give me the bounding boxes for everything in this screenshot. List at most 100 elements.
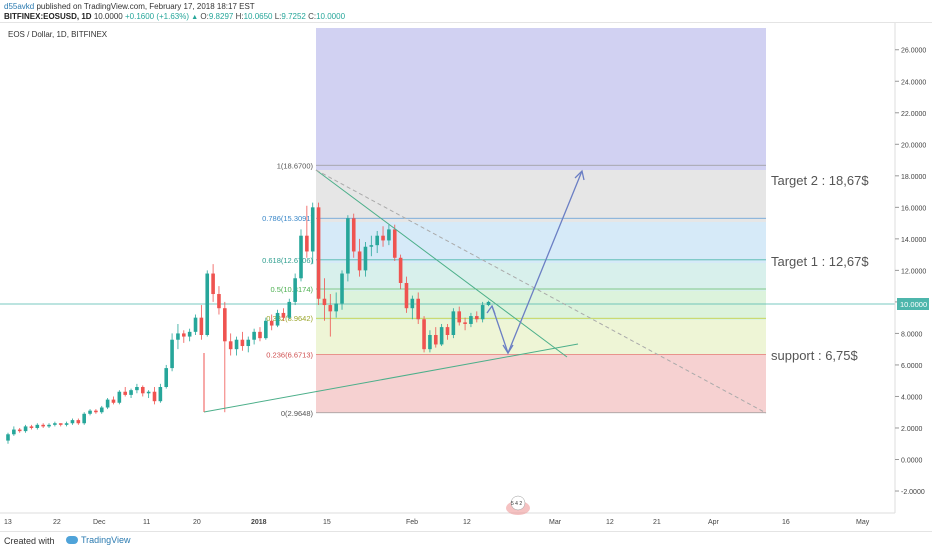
fib-level-label: 1(18.6700) xyxy=(277,161,314,170)
fib-level-label: 0.382(8.9642) xyxy=(266,314,313,323)
author-link[interactable]: d55avkd xyxy=(4,2,35,11)
fib-level-label: 0(2.9648) xyxy=(281,409,314,418)
candle-body xyxy=(287,301,292,318)
price-tick-label: 26.0000 xyxy=(901,48,926,55)
candle-body xyxy=(433,334,438,345)
candle-body xyxy=(129,390,133,395)
target2-label: Target 2 : 18,67$ xyxy=(771,173,869,188)
candle-body xyxy=(340,273,344,304)
candle-body xyxy=(176,333,180,340)
candle-body xyxy=(451,311,456,335)
candle-body xyxy=(140,387,145,394)
time-tick-label: 21 xyxy=(653,519,661,526)
candle-body xyxy=(88,410,92,414)
close-value: 10.0000 xyxy=(316,12,346,21)
publish-header: d55avkd published on TradingView.com, Fe… xyxy=(0,0,932,22)
candle-body xyxy=(381,235,385,241)
dashed-trendline[interactable] xyxy=(315,169,767,414)
time-tick-label: 2018 xyxy=(251,519,267,526)
ascending-trendline[interactable] xyxy=(203,343,579,413)
candle-body xyxy=(240,339,245,347)
price-axis[interactable]: 26.0000 24.0000 22.0000 20.0000 18.0000 16.00… xyxy=(895,48,926,496)
svg-text:5 4 2: 5 4 2 xyxy=(511,501,522,507)
price-tick-label: 24.0000 xyxy=(901,79,926,86)
fib-zone-3 xyxy=(316,263,766,291)
candle-body xyxy=(246,339,251,347)
price-chart[interactable]: 1(18.6700) 0.786(15.3091) 0.618(12.6706) 0.… xyxy=(0,23,932,531)
candle-body xyxy=(158,387,163,402)
time-tick-label: 22 xyxy=(53,519,61,526)
publish-line: d55avkd published on TradingView.com, Fe… xyxy=(4,2,255,11)
time-tick-label: Dec xyxy=(93,519,106,526)
candle-body xyxy=(328,305,333,312)
tradingview-link[interactable]: TradingView xyxy=(66,535,131,545)
fib-zone-1 xyxy=(316,170,766,222)
candles xyxy=(6,202,491,444)
low-value: 9.7252 xyxy=(281,12,306,21)
candle-body xyxy=(58,423,63,425)
candle-body xyxy=(416,298,420,320)
candle-body xyxy=(135,387,139,391)
time-tick-label: Feb xyxy=(406,519,418,526)
symbol-label: BITFINEX:EOSUSD, 1D xyxy=(4,12,92,21)
time-axis[interactable]: 13 22 Dec 11 20 2018 15 Feb 12 Mar 12 21 Apr 16 May xyxy=(4,519,870,526)
earnings-badge[interactable]: 5 4 2 xyxy=(506,495,530,515)
candle-body xyxy=(41,424,45,427)
time-tick-label: 13 xyxy=(4,519,12,526)
candle-body xyxy=(299,235,303,279)
price-tick-label: 18.0000 xyxy=(901,174,926,181)
candle-body xyxy=(105,399,110,408)
time-tick-label: Apr xyxy=(708,519,720,526)
candle-body xyxy=(422,319,426,350)
chart-area[interactable]: 1(18.6700) 0.786(15.3091) 0.618(12.6706) 0.… xyxy=(0,22,932,531)
candle-body xyxy=(457,311,462,323)
projection-arrows[interactable] xyxy=(486,169,585,355)
price-tick-label: 8.0000 xyxy=(901,331,923,338)
price-tick-label: 16.0000 xyxy=(901,205,926,212)
candle-body xyxy=(316,207,321,299)
candle-body xyxy=(252,331,256,340)
time-tick-label: 15 xyxy=(323,519,331,526)
price-tick-label: 20.0000 xyxy=(901,142,926,149)
candle-body xyxy=(351,218,356,252)
price-tick-label: 2.0000 xyxy=(901,426,923,433)
candle-body xyxy=(445,327,450,335)
candle-body xyxy=(475,316,479,320)
candle-body xyxy=(269,320,274,326)
candle-body xyxy=(199,317,204,335)
up-arrow-icon: ▲ xyxy=(191,14,199,21)
candle-body xyxy=(99,407,104,413)
low-label: L: xyxy=(274,12,282,21)
fib-zone-4 xyxy=(316,291,766,320)
candle-body xyxy=(410,298,415,309)
candle-body xyxy=(193,317,198,332)
footer: Created with TradingView xyxy=(0,531,932,551)
candle-body xyxy=(398,257,403,283)
candle-body xyxy=(375,235,379,246)
high-label: H: xyxy=(235,12,244,21)
price-tick-label: 6.0000 xyxy=(901,363,923,370)
price-tick-label: 14.0000 xyxy=(901,237,926,244)
time-tick-label: 20 xyxy=(193,519,201,526)
candle-body xyxy=(29,426,34,428)
candle-body xyxy=(146,391,151,394)
open-value: 9.8297 xyxy=(208,12,234,21)
ohlc-line: BITFINEX:EOSUSD, 1D 10.0000 +0.1600 (+1.… xyxy=(4,12,345,21)
tradingview-cloud-icon xyxy=(66,535,78,544)
open-label: O: xyxy=(200,12,209,21)
time-tick-label: Mar xyxy=(549,519,562,526)
candle-body xyxy=(47,424,51,427)
candle-body xyxy=(12,429,16,435)
candle-body xyxy=(94,410,98,413)
published-text: published on TradingView.com, February 1… xyxy=(36,2,255,11)
candle-body xyxy=(334,303,338,312)
candle-body xyxy=(23,426,28,432)
candle-body xyxy=(469,316,473,324)
svg-text:10.0000: 10.0000 xyxy=(900,300,927,309)
descending-trendline[interactable] xyxy=(315,169,568,358)
candle-body xyxy=(228,341,233,350)
candle-body xyxy=(293,278,297,302)
price-tick-label: -2.0000 xyxy=(901,489,925,496)
candle-body xyxy=(152,391,157,402)
support-label: support : 6,75$ xyxy=(771,348,858,363)
